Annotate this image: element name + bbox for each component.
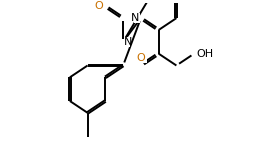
FancyBboxPatch shape (141, 54, 147, 62)
Text: N: N (131, 13, 140, 23)
FancyBboxPatch shape (134, 13, 140, 23)
FancyBboxPatch shape (98, 2, 103, 11)
FancyBboxPatch shape (196, 48, 206, 59)
Text: O: O (136, 53, 145, 62)
Text: OH: OH (196, 49, 213, 59)
Text: N: N (124, 37, 133, 47)
Text: O: O (95, 1, 103, 11)
FancyBboxPatch shape (124, 37, 130, 47)
